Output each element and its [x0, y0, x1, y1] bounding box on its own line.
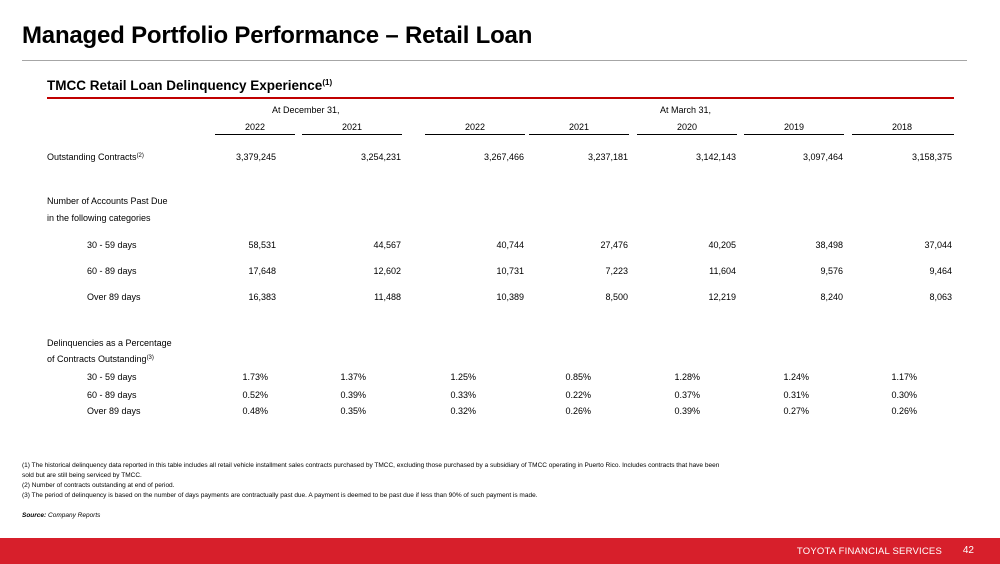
cell-pct: 0.33% [450, 390, 476, 400]
cell-pct: 0.26% [565, 406, 591, 416]
cell-pct: 1.17% [891, 372, 917, 382]
year-header: 2021 [341, 122, 363, 132]
cell-pct: 0.27% [783, 406, 809, 416]
row-label-pct: 30 - 59 days [87, 372, 137, 382]
cell-pct: 1.24% [783, 372, 809, 382]
column-rule [425, 134, 525, 135]
header-march: At March 31, [660, 105, 712, 115]
cell-count: 11,488 [374, 292, 401, 302]
cell-outstanding: 3,379,245 [235, 152, 276, 162]
row-label-outstanding: Outstanding Contracts(2) [47, 152, 144, 162]
cell-pct: 0.22% [565, 390, 591, 400]
footer-company-name: TOYOTA FINANCIAL SERVICES [796, 546, 942, 557]
cell-count: 9,576 [820, 266, 843, 276]
cell-pct: 0.35% [340, 406, 366, 416]
cell-pct: 0.52% [242, 390, 268, 400]
row-label-count: Over 89 days [87, 292, 141, 302]
section-divider [47, 97, 954, 99]
cell-outstanding: 3,254,231 [360, 152, 401, 162]
cell-count: 40,744 [496, 240, 524, 250]
row-label-pct: 60 - 89 days [87, 390, 137, 400]
page-title: Managed Portfolio Performance – Retail L… [22, 22, 533, 49]
cell-count: 17,648 [248, 266, 276, 276]
row-label-pct: Over 89 days [87, 406, 141, 416]
row-label-count: 60 - 89 days [87, 266, 137, 276]
cell-pct: 0.48% [242, 406, 268, 416]
cell-count: 40,205 [708, 240, 736, 250]
cell-count: 37,044 [924, 240, 952, 250]
cell-count: 11,604 [709, 266, 736, 276]
column-rule [215, 134, 295, 135]
cell-pct: 1.25% [450, 372, 476, 382]
row-heading-percentage: of Contracts Outstanding(3) [47, 354, 154, 364]
section-title: TMCC Retail Loan Delinquency Experience(… [47, 78, 333, 93]
cell-outstanding: 3,097,464 [802, 152, 843, 162]
year-header: 2019 [783, 122, 805, 132]
cell-count: 8,500 [605, 292, 628, 302]
column-rule [744, 134, 844, 135]
cell-count: 7,223 [605, 266, 628, 276]
footnote: (2) Number of contracts outstanding at e… [22, 482, 175, 489]
cell-count: 12,219 [708, 292, 736, 302]
cell-pct: 0.26% [891, 406, 917, 416]
page-number: 42 [962, 545, 974, 556]
cell-count: 8,240 [820, 292, 843, 302]
cell-count: 16,383 [248, 292, 276, 302]
cell-pct: 0.30% [891, 390, 917, 400]
cell-pct: 0.31% [783, 390, 809, 400]
cell-count: 9,464 [929, 266, 952, 276]
cell-pct: 0.39% [674, 406, 700, 416]
cell-count: 44,567 [373, 240, 401, 250]
year-header: 2022 [244, 122, 266, 132]
header-december: At December 31, [272, 105, 340, 115]
year-header: 2021 [568, 122, 590, 132]
column-rule [302, 134, 402, 135]
cell-outstanding: 3,158,375 [911, 152, 952, 162]
row-heading-past-due: Number of Accounts Past Due [47, 196, 168, 206]
cell-outstanding: 3,142,143 [695, 152, 736, 162]
cell-count: 8,063 [929, 292, 952, 302]
column-rule [852, 134, 954, 135]
cell-pct: 1.73% [242, 372, 268, 382]
cell-pct: 0.85% [565, 372, 591, 382]
footnote: sold but are still being serviced by TMC… [22, 472, 142, 479]
column-rule [637, 134, 737, 135]
footnote: (1) The historical delinquency data repo… [22, 462, 720, 469]
source-note: Source: Company Reports [22, 512, 101, 519]
row-label-count: 30 - 59 days [87, 240, 137, 250]
year-header: 2018 [891, 122, 913, 132]
row-heading-past-due: in the following categories [47, 213, 151, 223]
cell-pct: 0.39% [340, 390, 366, 400]
cell-count: 12,602 [373, 266, 401, 276]
cell-count: 58,531 [248, 240, 276, 250]
cell-count: 27,476 [600, 240, 628, 250]
cell-pct: 1.28% [674, 372, 700, 382]
cell-pct: 0.32% [450, 406, 476, 416]
cell-count: 10,731 [496, 266, 524, 276]
column-rule [529, 134, 629, 135]
title-divider [22, 60, 967, 61]
cell-outstanding: 3,267,466 [483, 152, 524, 162]
cell-pct: 0.37% [674, 390, 700, 400]
cell-count: 38,498 [815, 240, 843, 250]
year-header: 2020 [676, 122, 698, 132]
footer-bar [0, 538, 1000, 564]
cell-count: 10,389 [496, 292, 524, 302]
year-header: 2022 [464, 122, 486, 132]
cell-outstanding: 3,237,181 [587, 152, 628, 162]
footnote: (3) The period of delinquency is based o… [22, 492, 538, 499]
cell-pct: 1.37% [340, 372, 366, 382]
row-heading-percentage: Delinquencies as a Percentage [47, 338, 172, 348]
